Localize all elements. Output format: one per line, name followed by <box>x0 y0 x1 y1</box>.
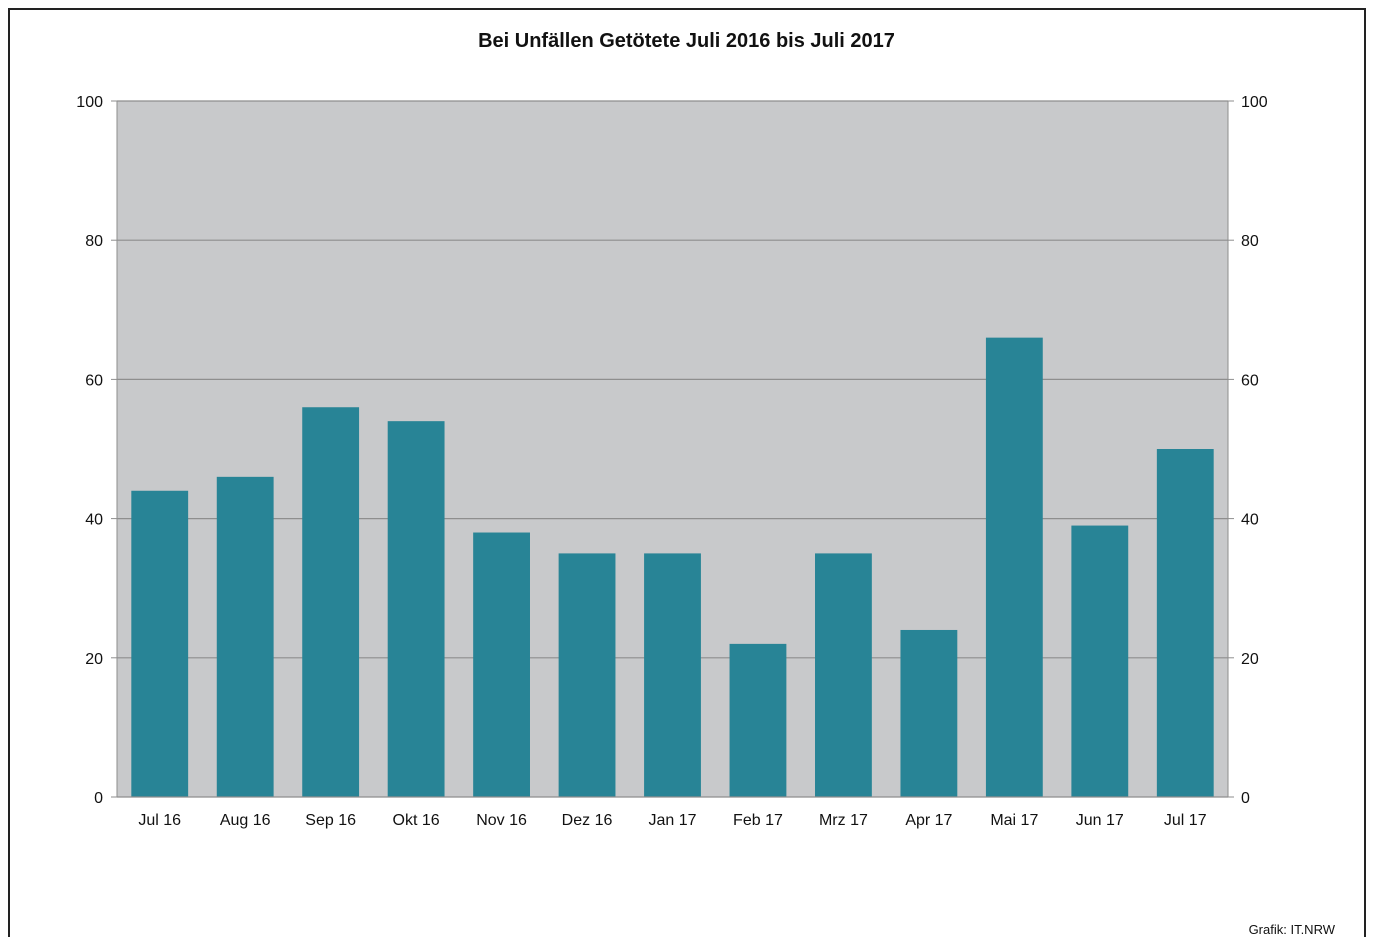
y-tick-label: 100 <box>76 94 103 111</box>
x-tick-label: Jul 16 <box>138 812 181 829</box>
bar <box>302 407 360 797</box>
bar <box>729 643 787 797</box>
y2-tick-label: 0 <box>1241 790 1250 807</box>
bar <box>131 490 189 797</box>
y2-tick-label: 80 <box>1241 233 1259 250</box>
y2-tick-label: 60 <box>1241 372 1259 389</box>
y-tick-label: 60 <box>85 372 103 389</box>
source-credit: Grafik: IT.NRW <box>1248 922 1335 937</box>
y2-tick-label: 20 <box>1241 651 1259 668</box>
y-tick-label: 0 <box>94 790 103 807</box>
bar <box>900 629 958 797</box>
bar <box>644 553 701 797</box>
chart-title: Bei Unfällen Getötete Juli 2016 bis Juli… <box>478 30 895 52</box>
axes: 0 0 20 20 40 40 60 60 80 80 100 100 Jul 16 Aug 16 Sep … <box>76 94 1268 829</box>
x-tick-label: Nov 16 <box>476 812 527 829</box>
bar <box>473 532 530 797</box>
bar <box>985 337 1043 797</box>
x-tick-label: Jul 17 <box>1164 812 1207 829</box>
plot-area <box>117 100 1228 797</box>
y2-tick-label: 40 <box>1241 512 1259 529</box>
y-tick-label: 40 <box>85 512 103 529</box>
x-tick-label: Okt 16 <box>393 812 440 829</box>
bar <box>216 476 274 797</box>
bar <box>387 421 445 797</box>
bar <box>815 553 872 797</box>
y-tick-label: 80 <box>85 233 103 250</box>
x-tick-label: Jan 17 <box>648 812 696 829</box>
x-tick-label: Aug 16 <box>220 812 271 829</box>
x-tick-label: Mrz 17 <box>819 812 868 829</box>
y2-tick-label: 100 <box>1241 94 1268 111</box>
bar <box>1071 525 1129 797</box>
x-tick-label: Apr 17 <box>905 812 952 829</box>
y-tick-label: 20 <box>85 651 103 668</box>
bar <box>558 553 616 797</box>
x-tick-label: Jun 17 <box>1076 812 1124 829</box>
bars <box>131 337 1214 797</box>
x-tick-label: Feb 17 <box>733 812 783 829</box>
x-tick-label: Mai 17 <box>990 812 1038 829</box>
x-tick-label: Dez 16 <box>562 812 613 829</box>
bar <box>1156 449 1214 797</box>
x-tick-label: Sep 16 <box>305 812 356 829</box>
